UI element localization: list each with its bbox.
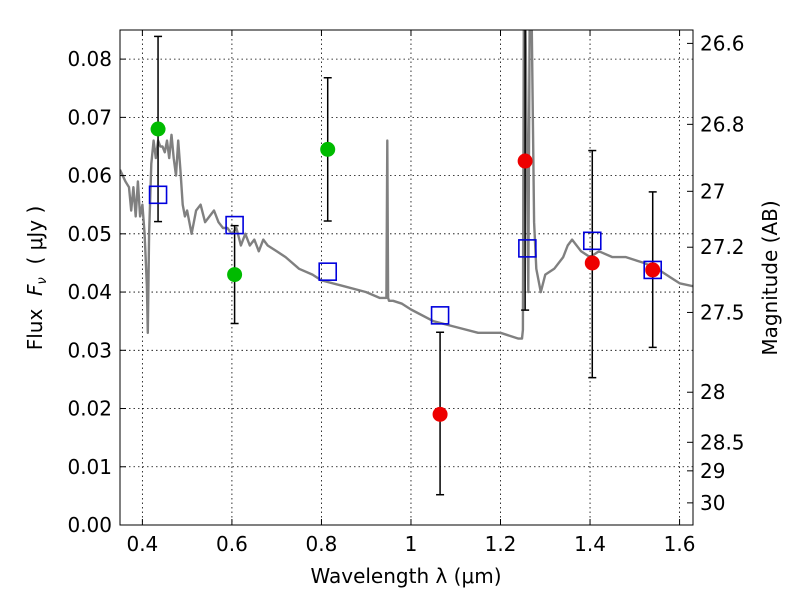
model-point [518, 239, 537, 258]
y2-tick-label: 28.5 [700, 430, 745, 454]
x-tick-label: 1 [405, 532, 418, 556]
y-tick-label: 0.07 [67, 105, 112, 129]
y2-tick-label: 29 [700, 459, 725, 483]
y-tick-label: 0.03 [67, 338, 112, 362]
x-axis-label: Wavelength λ (μm) [310, 564, 501, 588]
y2-tick-label: 30 [700, 491, 725, 515]
x-tick-label: 1.2 [485, 532, 517, 556]
data-point [432, 406, 448, 422]
y-axis-label: Flux Fν ( μJy ) [23, 206, 50, 351]
x-tick-label: 0.4 [126, 532, 158, 556]
x-tick-label: 0.6 [216, 532, 248, 556]
plot-background [120, 30, 693, 525]
data-point [150, 121, 166, 137]
x-tick-label: 1.6 [664, 532, 696, 556]
data-point [517, 153, 533, 169]
data-point [320, 141, 336, 157]
y-tick-label: 0.05 [67, 222, 112, 246]
model-spectrum-layer [120, 30, 693, 340]
data-point [584, 255, 600, 271]
y-tick-label: 0.00 [67, 513, 112, 537]
y2-tick-label: 28 [700, 380, 725, 404]
y2-tick-label: 27.2 [700, 235, 745, 259]
y2-tick-label: 26.8 [700, 112, 745, 136]
axes: 0.4 0.6 0.8 1 1.2 1.4 1.6 0.00 0.01 0.02 0.03 0.04 0… [67, 30, 745, 556]
plot-frame [119, 29, 694, 526]
x-tick-label: 0.8 [306, 532, 338, 556]
x-tick-label: 1.4 [574, 532, 606, 556]
data-markers [148, 121, 663, 422]
model-point [225, 215, 244, 235]
data-point [227, 267, 243, 283]
y-tick-label: 0.08 [67, 47, 112, 71]
data-point [645, 262, 661, 278]
model-point [318, 262, 338, 281]
y2-tick-label: 26.6 [700, 31, 745, 55]
model-point [430, 306, 450, 325]
model-point [148, 185, 168, 205]
model-point [643, 260, 663, 280]
y-tick-label: 0.02 [67, 397, 112, 421]
model-spectrum-line [120, 30, 693, 340]
y2-tick-label: 27.5 [700, 300, 745, 324]
y-tick-label: 0.01 [67, 455, 112, 479]
y2-axis-label: Magnitude (AB) [758, 200, 782, 355]
y2-tick-label: 27 [700, 179, 725, 203]
model-point [582, 231, 602, 251]
y-tick-label: 0.06 [67, 164, 112, 188]
y-tick-label: 0.04 [67, 280, 112, 304]
